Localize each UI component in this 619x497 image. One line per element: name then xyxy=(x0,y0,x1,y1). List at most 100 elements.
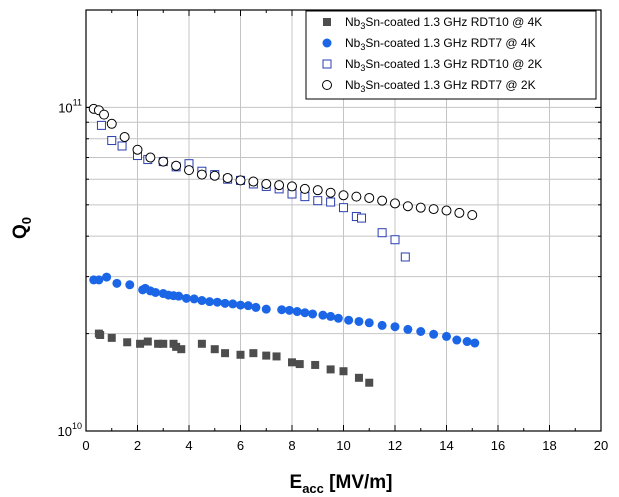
data-point xyxy=(272,352,281,361)
y-tick-label: 1010 xyxy=(58,421,82,439)
data-point xyxy=(300,308,310,318)
data-point xyxy=(94,275,104,285)
data-point xyxy=(295,360,304,369)
data-point xyxy=(262,351,271,360)
series-1 xyxy=(94,329,374,387)
x-tick-label: 4 xyxy=(185,438,192,453)
data-point xyxy=(158,156,169,167)
data-point xyxy=(261,304,271,314)
data-point xyxy=(251,302,261,312)
data-point xyxy=(415,202,426,213)
data-point xyxy=(364,318,374,328)
x-tick-label: 10 xyxy=(336,438,350,453)
data-point xyxy=(212,297,222,307)
data-point xyxy=(184,165,194,176)
data-point xyxy=(143,337,152,346)
data-point xyxy=(357,213,367,223)
data-point xyxy=(205,297,215,307)
data-point xyxy=(333,313,343,323)
data-point xyxy=(312,185,323,196)
legend: Nb3Sn-coated 1.3 GHz RDT10 @ 4K Nb3Sn-coa… xyxy=(305,10,597,100)
data-point xyxy=(292,307,302,317)
data-point xyxy=(428,204,439,215)
data-point xyxy=(136,339,145,348)
x-tick-label: 8 xyxy=(288,438,295,453)
x-tick-labels: 0 2 4 6 8 10 12 14 16 18 20 xyxy=(82,438,608,453)
legend-marker-4 xyxy=(322,80,332,90)
data-point xyxy=(248,176,259,187)
legend-box xyxy=(305,10,597,100)
data-point xyxy=(354,316,364,326)
legend-marker-1 xyxy=(323,18,331,26)
x-tick-label: 14 xyxy=(439,438,453,453)
x-tick-label: 18 xyxy=(542,438,556,453)
data-point xyxy=(99,109,110,120)
data-point xyxy=(288,358,296,367)
data-point xyxy=(338,190,349,201)
data-point xyxy=(274,180,285,191)
data-point xyxy=(462,337,472,347)
data-point xyxy=(377,195,388,206)
x-tick-label: 12 xyxy=(388,438,402,453)
x-tick-label: 2 xyxy=(134,438,141,453)
data-point xyxy=(390,198,400,209)
data-point xyxy=(313,196,323,206)
data-point xyxy=(117,141,127,151)
data-point xyxy=(377,320,387,330)
data-point xyxy=(400,252,410,262)
data-point xyxy=(196,169,207,180)
data-point xyxy=(318,310,328,320)
x-tick-label: 16 xyxy=(491,438,505,453)
data-point xyxy=(145,152,156,163)
data-point xyxy=(364,192,375,203)
data-point xyxy=(277,305,287,315)
data-point xyxy=(96,120,106,130)
data-point xyxy=(452,335,462,345)
data-point xyxy=(210,345,219,354)
data-point xyxy=(112,278,122,288)
data-point xyxy=(209,170,220,181)
data-point xyxy=(467,210,478,221)
data-point xyxy=(249,349,258,358)
data-point xyxy=(189,294,199,304)
data-point xyxy=(197,339,206,348)
data-point xyxy=(326,365,335,374)
legend-entry-2: Nb3Sn-coated 1.3 GHz RDT7 @ 4K xyxy=(345,36,536,52)
data-point xyxy=(339,367,348,376)
data-point xyxy=(106,118,117,129)
data-point xyxy=(181,293,191,303)
legend-marker-3 xyxy=(322,59,332,69)
data-point xyxy=(287,181,297,192)
data-point xyxy=(159,339,168,348)
data-point xyxy=(402,201,413,212)
data-point xyxy=(326,197,336,207)
data-point xyxy=(261,178,272,189)
data-point xyxy=(132,144,143,155)
x-tick-label: 0 xyxy=(82,438,89,453)
data-point xyxy=(403,324,413,334)
legend-entry-4: Nb3Sn-coated 1.3 GHz RDT7 @ 2K xyxy=(345,78,536,94)
data-point xyxy=(236,350,245,359)
data-point xyxy=(125,280,135,290)
data-point xyxy=(344,315,354,325)
data-point xyxy=(325,187,336,198)
legend-entry-3: Nb3Sn-coated 1.3 GHz RDT10 @ 2K xyxy=(345,57,542,73)
data-point xyxy=(236,300,245,310)
data-point xyxy=(377,228,387,238)
data-point xyxy=(351,191,362,202)
data-point xyxy=(107,333,116,342)
data-point xyxy=(172,342,181,351)
data-point xyxy=(107,136,117,146)
data-point xyxy=(441,205,452,216)
data-point xyxy=(197,296,207,306)
data-point xyxy=(228,299,238,309)
data-point xyxy=(354,373,363,382)
legend-entry-1: Nb3Sn-coated 1.3 GHz RDT10 @ 4K xyxy=(345,15,542,31)
data-point xyxy=(177,345,186,354)
data-point xyxy=(154,339,163,348)
data-point xyxy=(339,203,348,213)
series-4 xyxy=(88,103,478,221)
data-point xyxy=(326,311,336,321)
data-point xyxy=(416,326,426,336)
